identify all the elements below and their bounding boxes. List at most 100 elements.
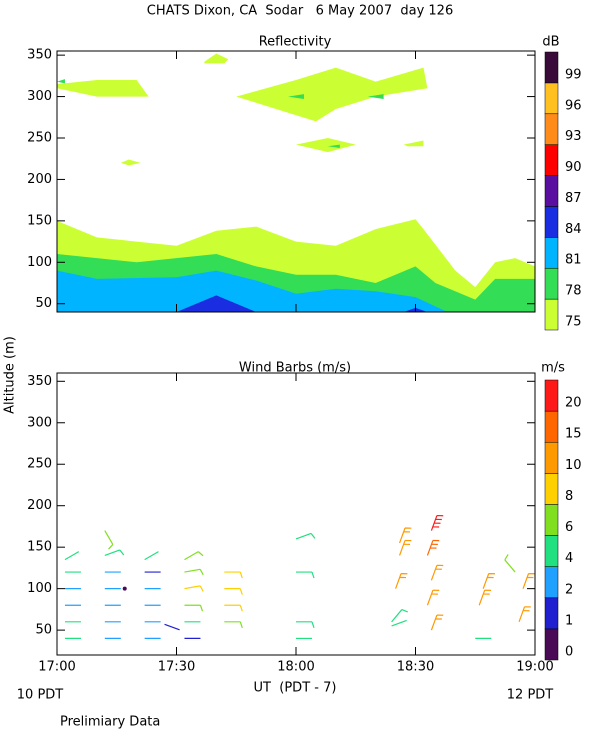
wind-barb bbox=[184, 604, 204, 612]
colorbar-label: 93 bbox=[565, 129, 582, 144]
wind-barb bbox=[391, 609, 408, 623]
contour-band bbox=[204, 53, 229, 64]
colorbar-box bbox=[544, 267, 559, 300]
y-tick-label: 200 bbox=[27, 172, 52, 187]
wind-barb bbox=[295, 532, 316, 540]
colorbar-box bbox=[544, 82, 559, 115]
footer-note: Prelimiary Data bbox=[60, 715, 160, 730]
footer-left: 10 PDT bbox=[17, 688, 64, 703]
y-axis-label: Altitude (m) bbox=[3, 336, 18, 414]
colorbar-box bbox=[544, 206, 559, 238]
wind-barb bbox=[391, 619, 407, 627]
x-axis-label: UT (PDT - 7) bbox=[254, 681, 337, 696]
colorbar-label: 8 bbox=[565, 489, 573, 504]
y-tick-label: 150 bbox=[27, 540, 52, 555]
x-tick-label: 17:30 bbox=[158, 660, 195, 675]
wind-barb bbox=[64, 551, 80, 561]
colorbar-box bbox=[544, 410, 559, 443]
wind-barb bbox=[478, 589, 492, 606]
colorbar-label: 0 bbox=[565, 645, 573, 660]
colorbar-label: 96 bbox=[565, 98, 582, 113]
colorbar-box bbox=[544, 597, 559, 630]
contour-band bbox=[403, 140, 424, 147]
wind-barb bbox=[430, 564, 444, 581]
wind-barb bbox=[399, 527, 412, 544]
wind-barb bbox=[184, 568, 204, 576]
contour-band bbox=[288, 94, 304, 100]
colorbar-box bbox=[544, 473, 559, 505]
y-tick-label: 300 bbox=[27, 415, 52, 430]
contour-band bbox=[57, 80, 149, 97]
colorbar-box bbox=[544, 175, 559, 207]
colorbar-label: 15 bbox=[565, 427, 582, 442]
wind-barb bbox=[426, 539, 440, 556]
contour-band bbox=[327, 144, 340, 148]
colorbar-unit: dB bbox=[542, 35, 559, 50]
colorbar-box bbox=[544, 628, 559, 661]
wind-barb bbox=[430, 614, 444, 631]
y-tick-label: 150 bbox=[27, 213, 52, 228]
contour-band bbox=[57, 79, 65, 84]
wind-barb bbox=[426, 589, 440, 606]
colorbar-label: 10 bbox=[565, 458, 582, 473]
panel-title: Wind Barbs (m/s) bbox=[239, 361, 351, 376]
colorbar-label: 20 bbox=[565, 396, 582, 411]
wind-barb bbox=[104, 530, 114, 550]
colorbar-label: 75 bbox=[565, 315, 582, 330]
colorbar-label: 99 bbox=[565, 67, 582, 82]
colorbar-label: 2 bbox=[565, 582, 573, 597]
colorbar-box bbox=[544, 298, 559, 331]
y-tick-label: 250 bbox=[27, 131, 52, 146]
colorbar-box bbox=[544, 441, 559, 474]
wind-barb bbox=[184, 551, 204, 561]
wind-barb bbox=[164, 623, 180, 631]
wind-barb bbox=[395, 573, 408, 589]
y-tick-label: 350 bbox=[27, 374, 52, 389]
wind-barb bbox=[430, 514, 444, 531]
wind-barb bbox=[296, 571, 315, 579]
wind-barb bbox=[144, 551, 159, 561]
wind-barb bbox=[522, 573, 535, 589]
wind-barb bbox=[399, 539, 412, 556]
x-tick-label: 18:30 bbox=[397, 660, 434, 675]
colorbar-box bbox=[544, 566, 559, 599]
footer-right: 12 PDT bbox=[507, 688, 554, 703]
wind-barb bbox=[104, 549, 125, 557]
colorbar-box bbox=[544, 504, 559, 536]
wind-barb bbox=[224, 604, 243, 612]
contour-band bbox=[57, 270, 448, 312]
panel-title: Reflectivity bbox=[259, 35, 332, 50]
y-tick-label: 250 bbox=[27, 457, 52, 472]
colorbar-label: 78 bbox=[565, 284, 582, 299]
y-tick-label: 50 bbox=[35, 296, 52, 311]
colorbar-box bbox=[544, 113, 559, 145]
contour-band bbox=[120, 159, 141, 166]
y-tick-label: 100 bbox=[27, 581, 52, 596]
wind-calm bbox=[122, 586, 127, 591]
wind-barb bbox=[224, 588, 243, 595]
plot-frame bbox=[56, 372, 536, 656]
x-tick-label: 19:00 bbox=[516, 660, 553, 675]
colorbar-box bbox=[544, 379, 559, 412]
colorbar-label: 90 bbox=[565, 160, 582, 175]
y-tick-label: 100 bbox=[27, 255, 52, 270]
y-tick-label: 300 bbox=[27, 89, 52, 104]
wind-barb bbox=[296, 621, 315, 629]
colorbar-box bbox=[544, 51, 559, 84]
colorbar-label: 4 bbox=[565, 551, 573, 566]
colorbar-box bbox=[544, 237, 559, 269]
colorbar-label: 87 bbox=[565, 191, 582, 206]
y-tick-label: 50 bbox=[35, 623, 52, 638]
wind-barb bbox=[224, 571, 243, 579]
colorbar-unit: m/s bbox=[541, 361, 565, 376]
contour-band bbox=[236, 67, 428, 122]
wind-barb bbox=[224, 621, 243, 629]
colorbar-label: 84 bbox=[565, 222, 582, 237]
wind-barb bbox=[504, 554, 516, 573]
wind-barb bbox=[184, 585, 204, 592]
colorbar-box bbox=[544, 535, 559, 567]
x-tick-label: 17:00 bbox=[38, 660, 75, 675]
y-tick-label: 350 bbox=[27, 48, 52, 63]
colorbar-label: 81 bbox=[565, 253, 582, 268]
